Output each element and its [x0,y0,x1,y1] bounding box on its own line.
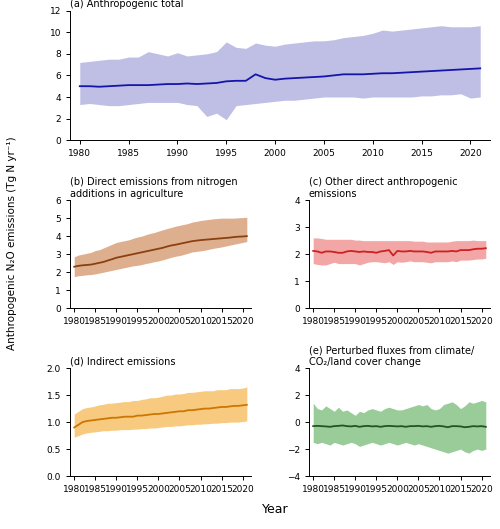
Text: Year: Year [262,503,288,516]
Text: (c) Other direct anthropogenic
emissions: (c) Other direct anthropogenic emissions [309,177,458,199]
Text: Anthropogenic N₂O emissions (Tg N yr⁻¹): Anthropogenic N₂O emissions (Tg N yr⁻¹) [8,136,18,350]
Text: (e) Perturbed fluxes from climate/
CO₂/land cover change: (e) Perturbed fluxes from climate/ CO₂/l… [309,345,474,367]
Text: (b) Direct emissions from nitrogen
additions in agriculture: (b) Direct emissions from nitrogen addit… [70,177,237,199]
Text: (d) Indirect emissions: (d) Indirect emissions [70,357,176,367]
Text: (a) Anthropogenic total: (a) Anthropogenic total [70,0,184,9]
